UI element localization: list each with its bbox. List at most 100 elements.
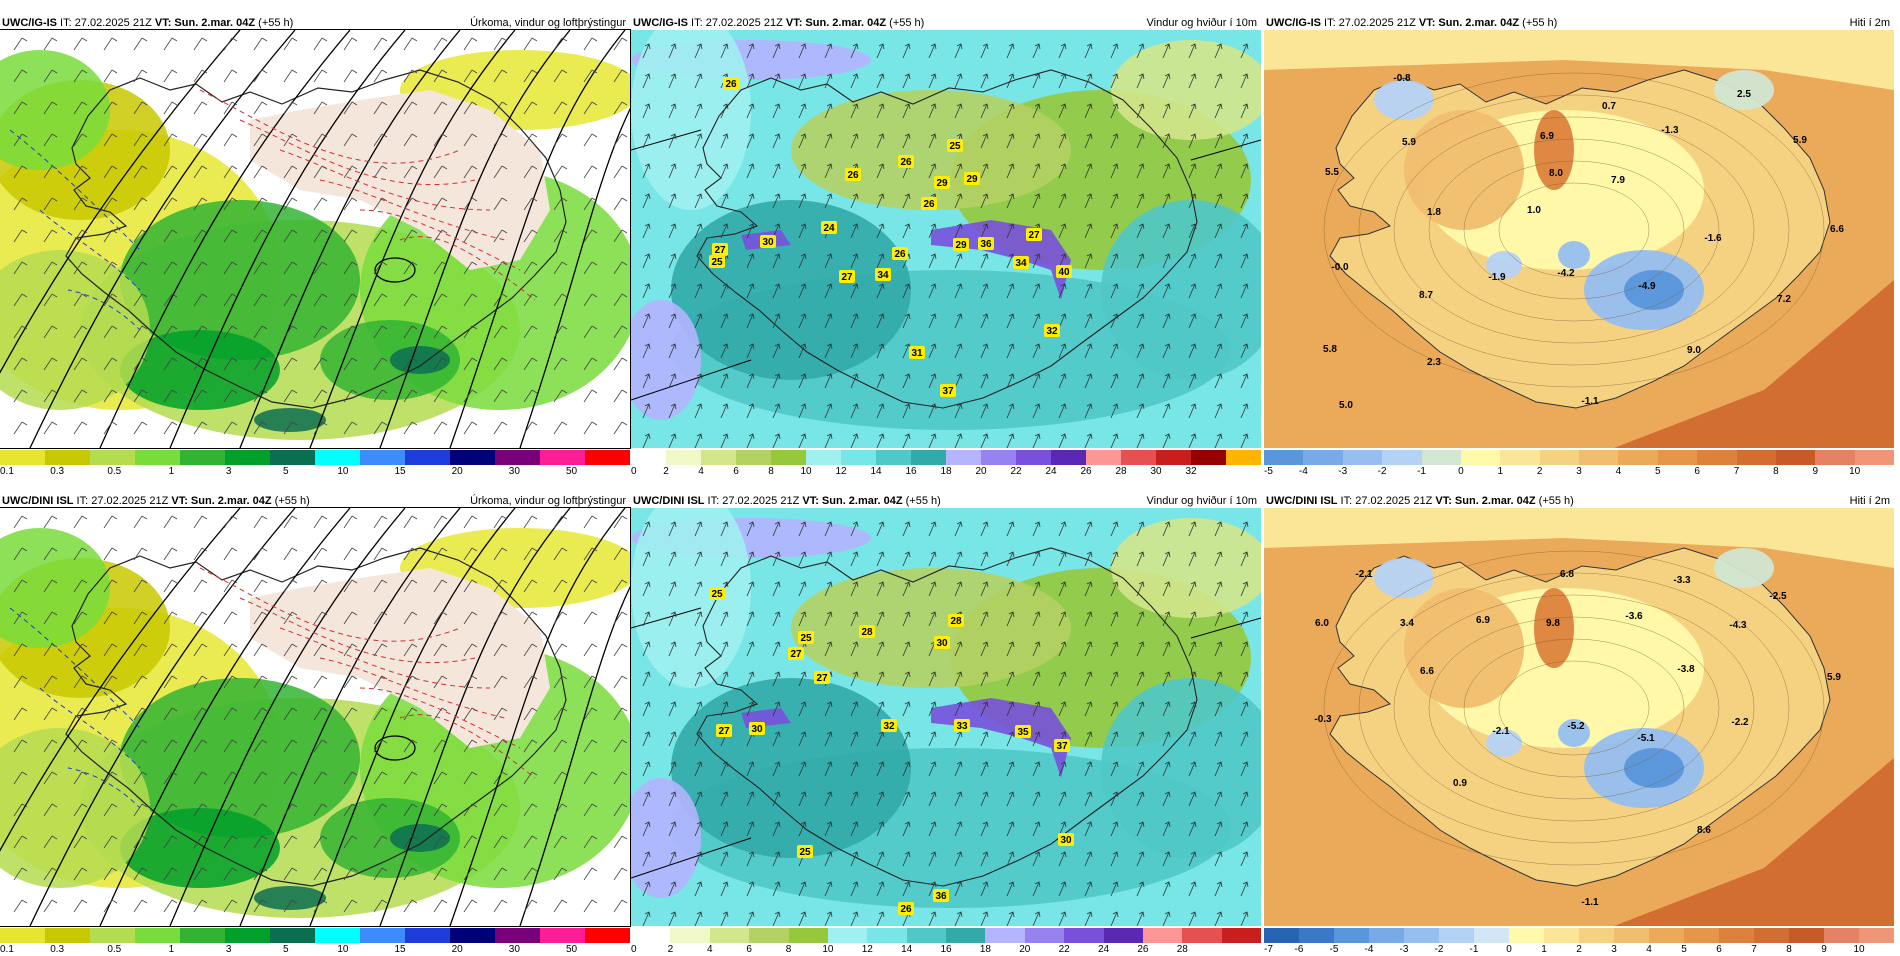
gust-label-bg xyxy=(814,671,830,684)
header-vt-label: VT: xyxy=(171,495,188,507)
header-vt-label: VT: xyxy=(785,17,803,29)
gust-label-bg xyxy=(709,587,725,600)
colorbar-swatch xyxy=(1121,450,1156,465)
temperature-value-label: 6.6 xyxy=(1420,666,1434,677)
wind-map[interactable]: 26 25 26 26 29 29 26 24 27 27 30 26 29 36 34 40 27 34 32 31… xyxy=(631,30,1261,448)
temperature-value-label: -3.8 xyxy=(1677,664,1695,675)
temperature-value-label: 6.8 xyxy=(1560,569,1574,580)
colorbar-tick-label: 24 xyxy=(1045,466,1057,477)
header-model: UWC/IG-IS xyxy=(633,17,688,29)
temperature-value-label: 7.2 xyxy=(1777,294,1791,305)
colorbar xyxy=(1264,928,1894,943)
colorbar-tick-label: -2 xyxy=(1377,466,1387,477)
colorbar-tick-label: 32 xyxy=(1185,466,1197,477)
header-vt-label: VT: xyxy=(154,17,172,29)
gust-label-bg xyxy=(1058,833,1074,846)
colorbar-tick-label: 20 xyxy=(451,466,463,477)
temperature-value-label: 6.9 xyxy=(1476,615,1490,626)
gust-label-bg xyxy=(1054,739,1070,752)
colorbar-swatch xyxy=(450,928,495,943)
panel-run-info: UWC/DINI ISL IT: 27.02.2025 21Z VT: Sun.… xyxy=(1266,494,1574,508)
colorbar-swatch xyxy=(1544,928,1579,943)
gust-value-label: 32 xyxy=(883,721,895,732)
colorbar-tick-label: -1 xyxy=(1417,466,1426,477)
gust-value-label: 29 xyxy=(955,240,967,251)
colorbar-swatch xyxy=(1579,450,1619,465)
temperature-value-label: 9.8 xyxy=(1546,618,1560,629)
temperature-value-label: 0.9 xyxy=(1453,778,1467,789)
gust-label-bg xyxy=(898,902,914,915)
temperature-value-label: 2.5 xyxy=(1737,89,1751,100)
precip-map[interactable] xyxy=(0,507,631,927)
gust-value-label: 26 xyxy=(847,170,859,181)
colorbar-swatch xyxy=(841,450,876,465)
gust-value-label: 35 xyxy=(1017,727,1029,738)
gust-label-bg xyxy=(723,77,739,90)
gust-label-bg xyxy=(716,724,732,737)
colorbar-tick-label: 10 xyxy=(337,466,349,477)
gust-value-label: 25 xyxy=(800,633,812,644)
header-it: IT: 27.02.2025 21Z xyxy=(57,17,155,29)
colorbar-swatch xyxy=(1404,928,1439,943)
colorbar-swatch xyxy=(1264,450,1304,465)
colorbar-swatch xyxy=(1421,450,1461,465)
temperature-value-label: 1.8 xyxy=(1427,207,1441,218)
temperature-value-label: 6.0 xyxy=(1315,618,1329,629)
header-model: UWC/IG-IS xyxy=(1266,17,1321,29)
gust-label-bg xyxy=(1056,265,1072,278)
colorbar-swatch xyxy=(1086,450,1121,465)
colorbar-swatch xyxy=(1509,928,1544,943)
temperature-value-label: 0.7 xyxy=(1602,101,1616,112)
colorbar-swatch xyxy=(225,450,270,465)
colorbar-tick-label: 2 xyxy=(1536,466,1543,477)
header-vt: Sun. 2.mar. 04Z xyxy=(171,17,256,29)
temp-map[interactable]: -2.1 6.8 -3.3 -2.5 6.0 3.4 6.9 9.8 -3.6 -4.3 6.6 -3… xyxy=(1264,508,1894,926)
colorbar-tick-label: 30 xyxy=(1150,466,1162,477)
colorbar-swatch xyxy=(946,450,981,465)
panel-title: Hiti í 2m xyxy=(1849,495,1890,507)
wind-map[interactable]: 25 28 30 28 27 27 27 30 32 33 35 37 30 25 26 36 25 xyxy=(631,508,1261,926)
colorbar-swatch xyxy=(360,928,405,943)
temp-map-svg: -2.1 6.8 -3.3 -2.5 6.0 3.4 6.9 9.8 -3.6 -4.3 6.6 -3… xyxy=(1264,508,1894,926)
colorbar-swatch xyxy=(495,450,540,465)
colorbar-tick-label: 5 xyxy=(282,466,289,477)
panel-title: Vindur og hviður í 10m xyxy=(1146,495,1257,507)
colorbar-tick-label: 14 xyxy=(870,466,882,477)
gust-label-bg xyxy=(940,384,956,397)
colorbar-tick-label: 1 xyxy=(168,466,175,477)
temperature-value-label: -3.3 xyxy=(1673,575,1691,586)
colorbar-swatch xyxy=(90,928,135,943)
colorbar-tick-label: 0 xyxy=(1458,466,1464,477)
colorbar-tick-label: 3 xyxy=(1576,466,1582,477)
colorbar-swatch xyxy=(827,928,868,943)
colorbar-swatch xyxy=(0,450,45,465)
colorbar-swatch xyxy=(1854,450,1894,465)
gust-value-label: 26 xyxy=(894,249,906,260)
colorbar-tick-label: 28 xyxy=(1115,466,1127,477)
precip-map[interactable] xyxy=(0,29,631,449)
colorbar-tick-label: 10 xyxy=(800,466,812,477)
colorbar-swatch xyxy=(1016,450,1051,465)
temperature-value-label: 8.6 xyxy=(1697,825,1711,836)
gust-label-bg xyxy=(1026,228,1042,241)
temperature-value-label: -0.0 xyxy=(1331,262,1349,273)
colorbar-swatch xyxy=(135,450,180,465)
panel-header: UWC/IG-IS IT: 27.02.2025 21Z VT: Sun. 2.… xyxy=(631,16,1261,30)
gust-label-bg xyxy=(978,237,994,250)
panel-run-info: UWC/DINI ISL IT: 27.02.2025 21Z VT: Sun.… xyxy=(633,494,941,508)
header-lead: (+55 h) xyxy=(271,495,310,507)
panel-title: Vindur og hviður í 10m xyxy=(1146,17,1257,29)
colorbar-swatch xyxy=(90,450,135,465)
colorbar-swatch xyxy=(1334,928,1369,943)
colorbar xyxy=(1264,450,1894,465)
header-vt: Sun. 2.mar. 04Z xyxy=(187,495,272,507)
colorbar-swatch xyxy=(1736,450,1776,465)
colorbar-swatch xyxy=(1439,928,1474,943)
colorbar-labels: 0.1 0.3 0.5 1 3 5 10 15 20 30 50 xyxy=(0,944,630,956)
gust-label-bg xyxy=(797,845,813,858)
gust-value-label: 27 xyxy=(816,673,828,684)
temp-map[interactable]: -0.8 2.5 0.7 -1.3 5.9 6.9 5.9 5.5 8.0 7.9 1.8 1.0 -1… xyxy=(1264,30,1894,448)
colorbar-swatch xyxy=(701,450,736,465)
colorbar-tick-label: 8 xyxy=(768,466,774,477)
colorbar-labels: -5 -4 -3 -2 -1 0 1 2 3 4 5 6 7 8 9 10 xyxy=(1264,466,1894,478)
